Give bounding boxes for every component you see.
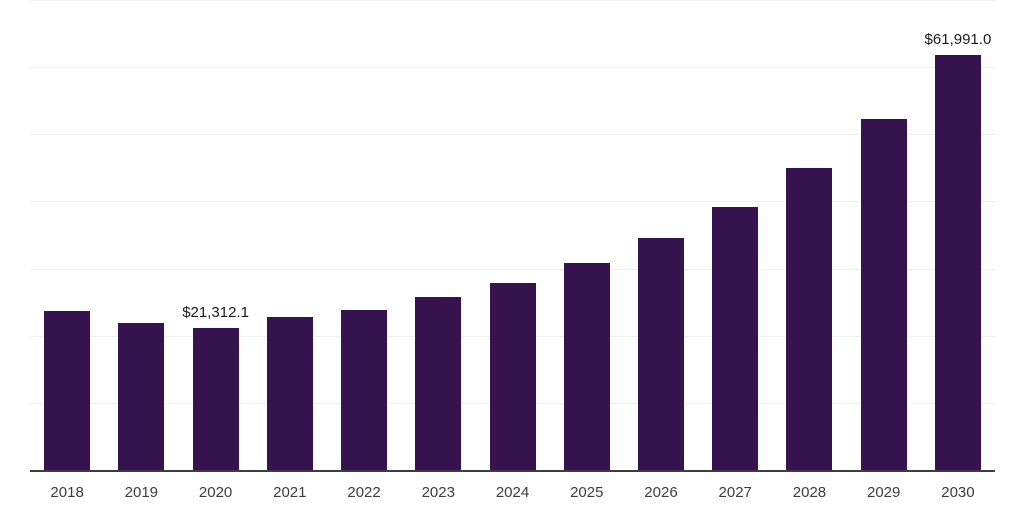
bar-band-2019 [104, 1, 178, 471]
x-tick-label-2020: 2020 [198, 484, 233, 501]
bar-2030[interactable] [934, 54, 981, 471]
gridline [30, 201, 995, 203]
data-label-2030: $61,991.0 [924, 30, 992, 48]
x-tick-label-2026: 2026 [644, 484, 678, 501]
bar-2020[interactable] [192, 327, 239, 471]
bar-band-2020: $21,312.1 [178, 1, 252, 471]
bar-band-2027 [698, 1, 772, 471]
bar-2018[interactable] [44, 310, 91, 471]
bar-2021[interactable] [266, 317, 313, 471]
bar-2019[interactable] [118, 323, 165, 471]
bar-band-2028 [772, 1, 846, 471]
bar-2029[interactable] [860, 119, 907, 471]
x-tick-label-2024: 2024 [495, 484, 530, 501]
bar-2024[interactable] [489, 283, 536, 471]
bar-2022[interactable] [341, 309, 388, 471]
x-tick-label-2019: 2019 [124, 484, 159, 501]
x-tick-label-2023: 2023 [421, 484, 455, 501]
x-tick-label-2028: 2028 [792, 484, 827, 501]
bar-band-2029 [847, 1, 921, 471]
x-tick-label-2025: 2025 [570, 484, 604, 501]
bar-band-2024 [475, 1, 549, 471]
x-tick-label-2030: 2030 [941, 484, 975, 501]
bar-band-2021 [253, 1, 327, 471]
bar-band-2022 [327, 1, 401, 471]
bar-2025[interactable] [563, 262, 610, 471]
bars: $21,312.1 $61,991.0 [30, 1, 995, 471]
x-axis-line [30, 470, 995, 472]
bar-band-2026 [624, 1, 698, 471]
gridline [30, 268, 995, 270]
bar-band-2030: $61,991.0 [921, 1, 995, 471]
bar-2027[interactable] [712, 206, 759, 471]
x-tick-label-2018: 2018 [50, 484, 84, 501]
gridline [30, 67, 995, 69]
bar-band-2018 [30, 1, 104, 471]
x-tick-label-2022: 2022 [347, 484, 381, 501]
bar-band-2025 [550, 1, 624, 471]
x-tick-label-2021: 2021 [273, 484, 307, 501]
bar-2028[interactable] [786, 168, 833, 471]
bar-2026[interactable] [637, 237, 684, 471]
bar-2023[interactable] [415, 297, 462, 471]
data-label-2020: $21,312.1 [182, 303, 249, 321]
gridline [30, 134, 995, 136]
x-axis-labels: 2018 2019 2020 2021 2022 2023 2024 2025 2026 2027… [30, 484, 995, 502]
gridline [30, 0, 995, 1]
bar-band-2023 [401, 1, 475, 471]
x-tick-label-2027: 2027 [718, 484, 752, 501]
x-tick-label-2029: 2029 [867, 484, 901, 501]
plot-area: $21,312.1 $61,991.0 [30, 0, 995, 472]
